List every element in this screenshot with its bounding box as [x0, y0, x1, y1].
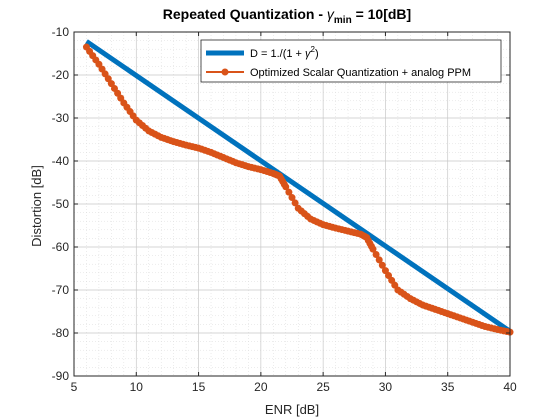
y-tick-label: -80 — [52, 326, 70, 340]
y-tick-label: -60 — [52, 240, 70, 254]
y-tick-label: -50 — [52, 197, 70, 211]
chart-title: Repeated Quantization - γmin = 10[dB] — [163, 6, 411, 26]
x-tick-label: 5 — [71, 380, 78, 394]
x-tick-label: 10 — [130, 380, 144, 394]
series-layer — [82, 39, 514, 336]
y-tick-label: -90 — [52, 369, 70, 383]
series-theory-line — [85, 39, 512, 334]
x-tick-label: 20 — [254, 380, 268, 394]
y-tick-label: -70 — [52, 283, 70, 297]
x-tick-label: 40 — [503, 380, 517, 394]
series-optimized-marker — [291, 199, 299, 207]
y-tick-label: -40 — [52, 154, 70, 168]
y-tick-label: -20 — [52, 68, 70, 82]
axis-ticks — [73, 31, 511, 377]
legend-label-optimized: Optimized Scalar Quantization + analog P… — [250, 67, 471, 79]
series-optimized-marker — [372, 251, 380, 259]
x-tick-label: 25 — [316, 380, 330, 394]
x-tick-label: 35 — [441, 380, 455, 394]
y-axis-label: Distortion [dB] — [29, 165, 44, 247]
series-optimized-marker — [375, 256, 383, 264]
x-tick-label: 30 — [379, 380, 393, 394]
legend-marker-optimized — [221, 68, 229, 76]
x-tick-label: 15 — [192, 380, 206, 394]
series-optimized-point — [282, 183, 290, 191]
legend-box — [200, 39, 502, 83]
legend-label-theory: D = 1./(1 + γ2) — [250, 45, 319, 60]
series-optimized-marker — [288, 194, 296, 202]
legend: D = 1./(1 + γ2) Optimized Scalar Quantiz… — [200, 39, 502, 83]
y-tick-label: -30 — [52, 111, 70, 125]
tick-labels: 5 10 15 20 25 30 35 40 -90 -80 -70 -60 -50 -40 -30 -20 -… — [52, 25, 517, 394]
series-optimized-marker — [285, 188, 293, 196]
y-tick-label: -10 — [52, 25, 70, 39]
series-optimized-point — [369, 245, 377, 253]
x-axis-label: ENR [dB] — [265, 402, 319, 417]
series-optimized-marker — [378, 261, 386, 269]
